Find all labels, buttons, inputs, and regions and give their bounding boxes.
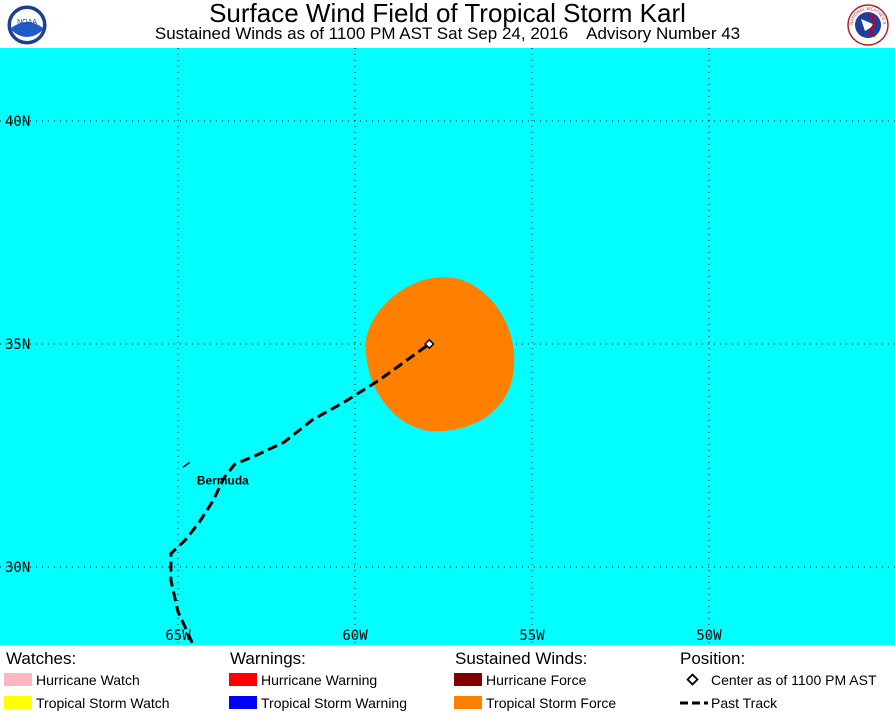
longitude-label: 50W (696, 628, 722, 644)
hurricane-watch-swatch (4, 673, 32, 686)
legend-warnings-heading: Warnings: (230, 649, 306, 668)
tropical-storm-warning-label: Tropical Storm Warning (261, 695, 408, 711)
longitude-label: 60W (342, 628, 368, 644)
hurricane-watch-label: Hurricane Watch (36, 672, 140, 688)
latitude-labels: 40N 35N 30N (5, 114, 30, 576)
longitude-label: 65W (165, 628, 191, 644)
hurricane-warning-swatch (229, 673, 257, 686)
nws-logo-icon: NATIONAL WEATHER SERVICE (847, 4, 889, 46)
legend-winds-heading: Sustained Winds: (455, 649, 588, 668)
noaa-logo-text: NOAA (17, 19, 37, 26)
legend-watches-heading: Watches: (6, 649, 77, 668)
hurricane-force-swatch (454, 673, 482, 686)
storm-center-marker (424, 338, 435, 350)
tropical-storm-watch-swatch (4, 696, 32, 709)
latitude-label: 30N (5, 560, 30, 576)
tropical-storm-force-swatch (454, 696, 482, 709)
bermuda-island (182, 461, 191, 469)
longitude-labels: 65W 60W 55W 50W (165, 628, 722, 644)
center-position-label: Center as of 1100 PM AST (711, 672, 877, 688)
tropical-storm-warning-swatch (229, 696, 257, 709)
hurricane-warning-label: Hurricane Warning (261, 672, 378, 688)
page-subtitle: Sustained Winds as of 1100 PM AST Sat Se… (154, 24, 741, 43)
past-track-line-icon (680, 701, 708, 705)
bermuda-label: Bermuda (197, 473, 249, 487)
noaa-logo-icon: NOAA (6, 4, 48, 46)
tropical-storm-force-label: Tropical Storm Force (486, 695, 617, 711)
tropical-storm-watch-label: Tropical Storm Watch (36, 695, 170, 711)
longitude-label: 55W (519, 628, 545, 644)
past-track-label: Past Track (711, 695, 778, 711)
legend: Watches: Hurricane Watch Tropical Storm … (0, 645, 895, 716)
legend-position-heading: Position: (680, 649, 746, 668)
hurricane-force-label: Hurricane Force (486, 672, 587, 688)
center-diamond-icon (686, 673, 699, 686)
page-title: Surface Wind Field of Tropical Storm Kar… (209, 0, 686, 28)
wind-field-map: Bermuda 40N 35N 30N 65W 60W 55W 50W (0, 48, 895, 645)
tropical-storm-wind-field (365, 277, 515, 432)
past-track (169, 342, 431, 644)
latitude-label: 35N (5, 337, 30, 353)
header: NOAA Surface Wind Field of Tropical Stor… (0, 0, 895, 48)
latitude-label: 40N (5, 114, 30, 130)
